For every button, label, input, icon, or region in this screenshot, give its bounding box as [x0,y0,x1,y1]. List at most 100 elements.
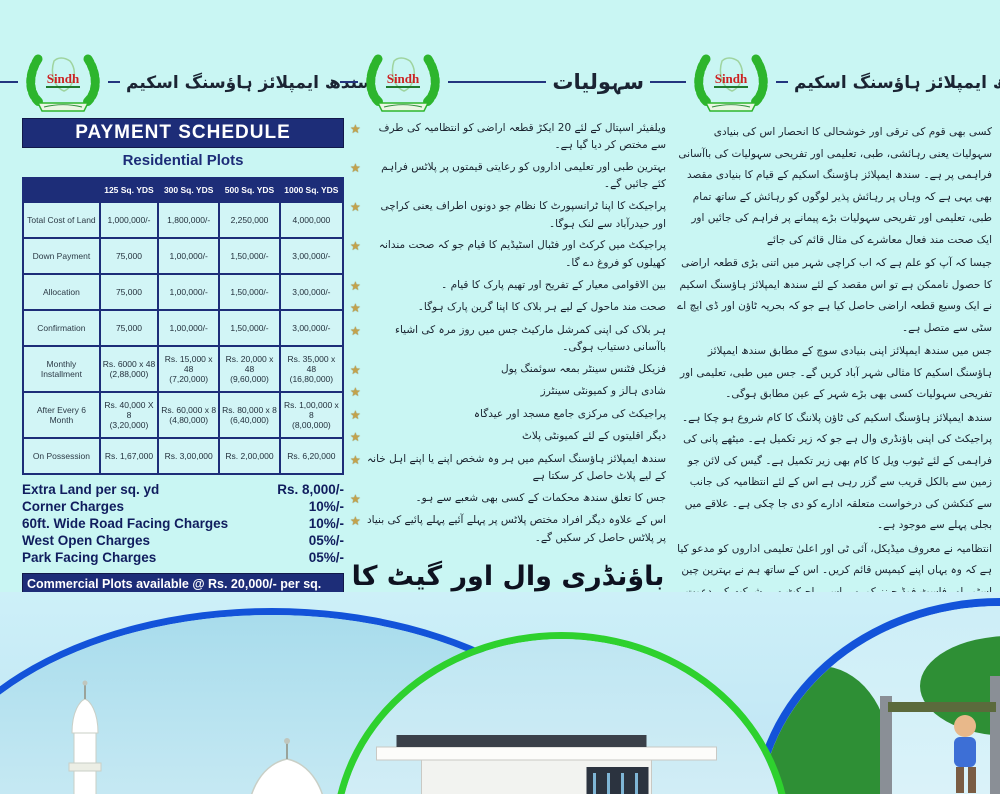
cell: 75,000 [98,309,160,347]
sindh-logo: Sindh [692,47,770,117]
cell: 1,000,000/- [98,201,160,239]
cell: Rs. 6000 x 48 (2,88,000) [98,345,160,393]
cell: Rs. 1,67,000 [98,437,160,475]
cell: 1,800,000/- [157,201,221,239]
star-icon: ★ [350,491,361,506]
charges-list: Extra Land per sq. yd Rs. 8,000/- Corner… [22,482,344,566]
about-paragraph: کسی بھی قوم کی ترقی اور خوشحالی کا انحصا… [678,126,992,246]
cell: Rs. 6,20,000 [278,437,345,475]
charge-value: 05%/- [308,549,344,565]
payment-table: 125 Sq. YDS 300 Sq. YDS 500 Sq. YDS 1000… [22,177,345,475]
about-paragraph: جیسا کہ آپ کو علم ہے کہ اب کراچی شہر میں… [677,257,992,334]
laurel-wreath-icon [694,54,768,112]
facility-text: سندھ ایمپلائز ہاؤسنگ اسکیم میں ہر وہ شخص… [367,452,666,482]
facility-item: ★ سندھ ایمپلائز ہاؤسنگ اسکیم میں ہر وہ شخ… [350,451,666,486]
playground-illustration [752,598,1000,794]
header-cell: 500 Sq. YDS [218,177,281,203]
cell: 3,00,000/- [278,309,345,347]
star-icon: ★ [350,407,361,422]
cell: 4,000,000 [278,201,345,239]
facility-text: فزیکل فٹنس سینٹر بمعہ سوئمنگ پول [501,362,666,375]
divider [668,81,686,83]
charge-row: Extra Land per sq. yd Rs. 8,000/- [22,482,344,499]
charge-label: Extra Land per sq. yd [22,482,160,497]
cell: Rs. 80,000 x 8 (6,40,000) [218,391,281,439]
charge-value: 05%/- [308,532,344,548]
star-icon: ★ [350,278,361,293]
logo-subtext-line [386,86,420,88]
playground-scene [760,606,1000,794]
divider [340,81,358,83]
row-label: Down Payment [22,237,101,275]
about-paragraph: سندھ ایمپلائز ہاؤسنگ اسکیم کی ٹاؤن پلانن… [681,411,992,532]
cell: Rs. 40,000 X 8 (3,20,000) [98,391,160,439]
star-icon: ★ [350,301,361,315]
cell: 75,000 [98,273,160,311]
facility-text: بہترین طبی اور تعلیمی اداروں کو رعایتی ق… [381,161,666,191]
facility-item: ★ پراجیکٹ میں کرکٹ اور فٹبال اسٹیڈیم کا ق… [350,237,666,272]
facility-item: ★ بین الاقوامی معیار کے تفریح اور تھیم پا… [350,277,666,295]
star-icon: ★ [350,239,361,254]
star-icon: ★ [350,161,361,176]
row-label: Total Cost of Land [22,201,101,239]
facility-item: ★ پراجیکٹ کی مرکزی جامع مسجد اور عیدگاہ [350,406,666,424]
facility-text: شادی ہالز و کمیونٹی سینٹرز [540,385,666,398]
table-row: Monthly Installment Rs. 6000 x 48 (2,88,… [22,345,345,393]
cell: Rs. 35,000 x 48 (16,80,000) [278,345,345,393]
facility-item: ★ اس کے علاوہ دیگر افراد مختص پلاٹس پر پہ… [350,512,666,547]
logo-subtext-line [46,86,80,88]
header-cell-empty [22,177,101,203]
facility-text: ویلفیئر اسپتال کے لئے 20 ایکڑ قطعہ اراضی… [378,122,666,152]
cell: 2,250,000 [218,201,281,239]
sindh-logo: Sindh [364,47,442,117]
table-row: After Every 6 Month Rs. 40,000 X 8 (3,20… [22,391,345,439]
charge-row: 60ft. Wide Road Facing Charges 10%/- [22,516,344,533]
star-icon: ★ [350,514,361,529]
cell: Rs. 60,000 x 8 (4,80,000) [157,391,221,439]
star-icon: ★ [350,452,361,467]
table-row: Allocation 75,000 1,00,000/- 1,50,000/- … [22,273,345,311]
scheme-title-right: سندھ ایمپلائز ہاؤسنگ اسکیم [794,72,1000,93]
cell: 1,00,000/- [157,309,221,347]
facility-text: جس کا تعلق سندھ محکمات کے کسی بھی شعبے س… [415,491,666,504]
table-row: On Possession Rs. 1,67,000 Rs. 3,00,000 … [22,437,345,475]
facility-text: دیگر اقلیتوں کے لئے کمیونٹی پلاٹ [521,430,666,443]
facility-item: ★ فزیکل فٹنس سینٹر بمعہ سوئمنگ پول [350,361,666,379]
cell: 75,000 [98,237,160,275]
facility-item: ★ بہترین طبی اور تعلیمی اداروں کو رعایتی … [350,159,666,194]
header-right: Sindh سندھ ایمپلائز ہاؤسنگ اسکیم [668,46,1000,118]
star-icon: ★ [350,122,361,136]
header-cell: 125 Sq. YDS [98,177,160,203]
divider [108,81,120,83]
payment-schedule-banner: PAYMENT SCHEDULE [22,118,344,148]
charge-row: West Open Charges 05%/- [22,533,344,550]
divider [650,81,668,83]
logo-subtext-line [714,86,748,88]
laurel-wreath-icon [26,54,100,112]
cell: 1,00,000/- [157,273,221,311]
divider [776,81,788,83]
star-icon: ★ [350,200,361,215]
charge-label: West Open Charges [22,532,151,548]
star-icon: ★ [350,362,361,377]
charge-label: Corner Charges [22,498,125,514]
charge-value: 10%/- [308,515,344,531]
row-label: After Every 6 Month [22,391,101,439]
facility-text: صحت مند ماحول کے لیے ہر بلاک کا اپنا گری… [417,301,666,313]
facility-text: پراجیکٹ کا اپنا ٹرانسپورٹ کا نظام جو دون… [380,200,666,230]
cell: Rs. 2,00,000 [218,437,281,475]
charge-row: Corner Charges 10%/- [22,499,344,516]
cell: Rs. 15,000 x 48 (7,20,000) [157,345,221,393]
cell: 1,00,000/- [157,237,221,275]
table-row: Total Cost of Land 1,000,000/- 1,800,000… [22,201,345,239]
cell: 1,50,000/- [218,237,281,275]
cell: 1,50,000/- [218,309,281,347]
header-cell: 300 Sq. YDS [157,177,221,203]
table-row: Down Payment 75,000 1,00,000/- 1,50,000/… [22,237,345,275]
cell: 3,00,000/- [278,237,345,275]
charge-label: Park Facing Charges [22,549,157,565]
image-strip [0,592,1000,794]
facilities-section: ★ ویلفیئر اسپتال کے لئے 20 ایکڑ قطعہ اراض… [350,120,666,623]
facility-item: ★ صحت مند ماحول کے لیے ہر بلاک کا اپنا گر… [350,299,666,317]
